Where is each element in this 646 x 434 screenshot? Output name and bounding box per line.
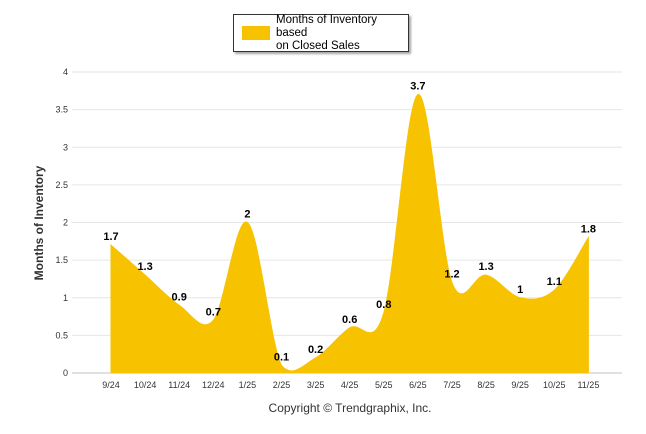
legend[interactable]: Months of Inventory based on Closed Sale… xyxy=(233,14,409,52)
copyright-text: Copyright © Trendgraphix, Inc. xyxy=(269,401,432,415)
y-axis-title: Months of Inventory xyxy=(32,165,46,280)
y-tick-label: 2 xyxy=(63,218,68,228)
x-tick-labels: 9/24 10/24 11/24 12/24 1/25 2/25 3/25 4/25 5/25 6… xyxy=(102,380,599,390)
x-tick-label: 8/25 xyxy=(477,380,495,390)
y-tick-label: 2.5 xyxy=(55,180,68,190)
x-tick-label: 2/25 xyxy=(273,380,291,390)
x-tick-label: 3/25 xyxy=(307,380,325,390)
data-label: 0.9 xyxy=(172,291,187,303)
x-tick-label: 9/25 xyxy=(511,380,529,390)
y-tick-label: 1 xyxy=(63,293,68,303)
legend-label-line2: on Closed Sales xyxy=(276,39,360,52)
data-label: 1.7 xyxy=(103,231,118,243)
data-label: 0.7 xyxy=(206,306,221,318)
x-tick-label: 4/25 xyxy=(341,380,359,390)
y-tick-label: 3.5 xyxy=(55,105,68,115)
data-label: 1.8 xyxy=(581,224,596,236)
data-label: 0.8 xyxy=(376,299,391,311)
x-tick-label: 6/25 xyxy=(409,380,427,390)
data-label: 0.6 xyxy=(342,314,357,326)
x-tick-label: 1/25 xyxy=(239,380,257,390)
data-label: 1.3 xyxy=(137,261,152,273)
data-label: 1.1 xyxy=(547,276,562,288)
y-tick-label: 0 xyxy=(63,368,68,378)
y-tick-label: 4 xyxy=(63,67,68,77)
x-tick-label: 9/24 xyxy=(102,380,120,390)
x-tick-label: 10/25 xyxy=(543,380,566,390)
legend-label: Months of Inventory based on Closed Sale… xyxy=(276,14,406,53)
x-tick-label: 7/25 xyxy=(443,380,461,390)
x-tick-label: 12/24 xyxy=(202,380,225,390)
y-tick-labels: 0 0.5 1 1.5 2 2.5 3 3.5 4 xyxy=(55,67,68,378)
y-tick-label: 0.5 xyxy=(55,330,68,340)
data-label: 0.2 xyxy=(308,344,323,356)
x-tick-label: 10/24 xyxy=(134,380,157,390)
data-label: 2 xyxy=(244,209,250,221)
data-label: 1 xyxy=(517,284,523,296)
data-label: 1.2 xyxy=(444,269,459,281)
data-label: 1.3 xyxy=(478,261,493,273)
y-tick-label: 1.5 xyxy=(55,255,68,265)
legend-swatch xyxy=(242,26,270,40)
legend-label-line1: Months of Inventory based xyxy=(276,13,377,39)
x-tick-label: 11/25 xyxy=(577,380,599,390)
x-tick-label: 5/25 xyxy=(375,380,393,390)
data-label: 0.1 xyxy=(274,351,289,363)
data-label: 3.7 xyxy=(410,81,425,93)
y-tick-label: 3 xyxy=(63,142,68,152)
area-series xyxy=(110,94,589,373)
area-fill[interactable] xyxy=(110,94,589,373)
data-labels: 1.7 1.3 0.9 0.7 2 0.1 0.2 0.6 0.8 3.7 1.2 1.3 1 1.1 1.… xyxy=(103,81,596,364)
x-tick-label: 11/24 xyxy=(168,380,190,390)
